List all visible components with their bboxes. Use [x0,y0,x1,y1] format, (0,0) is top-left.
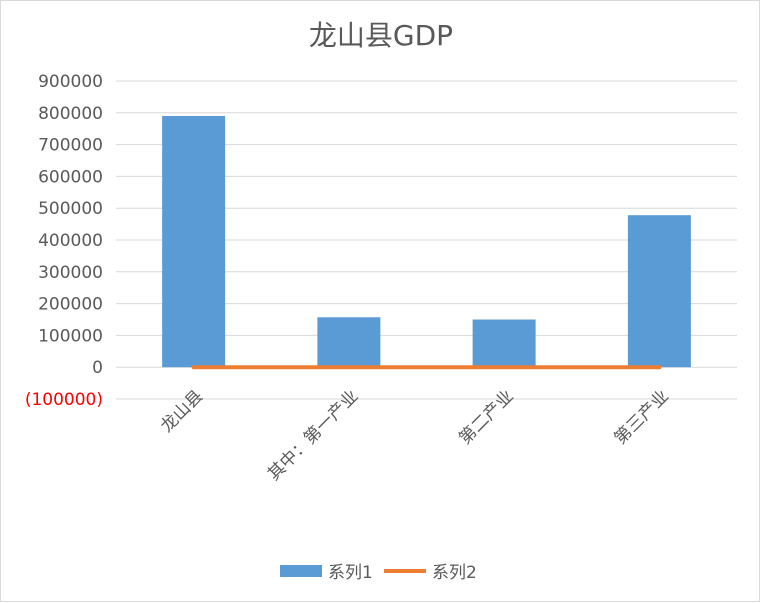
y-tick-label: 700000 [38,136,103,156]
y-tick-label: 300000 [38,263,103,283]
bar [162,115,226,368]
y-tick-label: 500000 [38,199,103,219]
legend: 系列1 系列2 [280,563,477,583]
y-tick-label: 400000 [38,231,103,251]
bar [317,317,381,368]
x-axis-ticks: 龙山县 其中：第一产业 第二产业 第三产业 [157,386,673,484]
x-tick-label: 第三产业 [611,386,673,448]
legend-swatch-series-1 [280,565,322,577]
y-tick-label: 900000 [38,72,103,92]
y-tick-label: 100000 [38,326,103,346]
bar-series [162,115,691,368]
y-tick-label: 0 [92,358,103,378]
y-axis-ticks: 900000 800000 700000 600000 500000 400000 3000… [25,72,103,410]
y-tick-label: 600000 [38,167,103,187]
x-tick-label: 第二产业 [455,386,517,448]
chart-title: 龙山县GDP [309,19,453,52]
legend-label-series-2: 系列2 [432,563,477,583]
x-tick-label: 其中：第一产业 [264,386,362,484]
y-tick-label: 200000 [38,295,103,315]
bar [472,319,536,368]
y-tick-label: 800000 [38,104,103,124]
bar [627,215,691,368]
y-tick-label: (100000) [25,390,103,410]
x-tick-label: 龙山县 [157,386,207,436]
legend-label-series-1: 系列1 [328,563,373,583]
